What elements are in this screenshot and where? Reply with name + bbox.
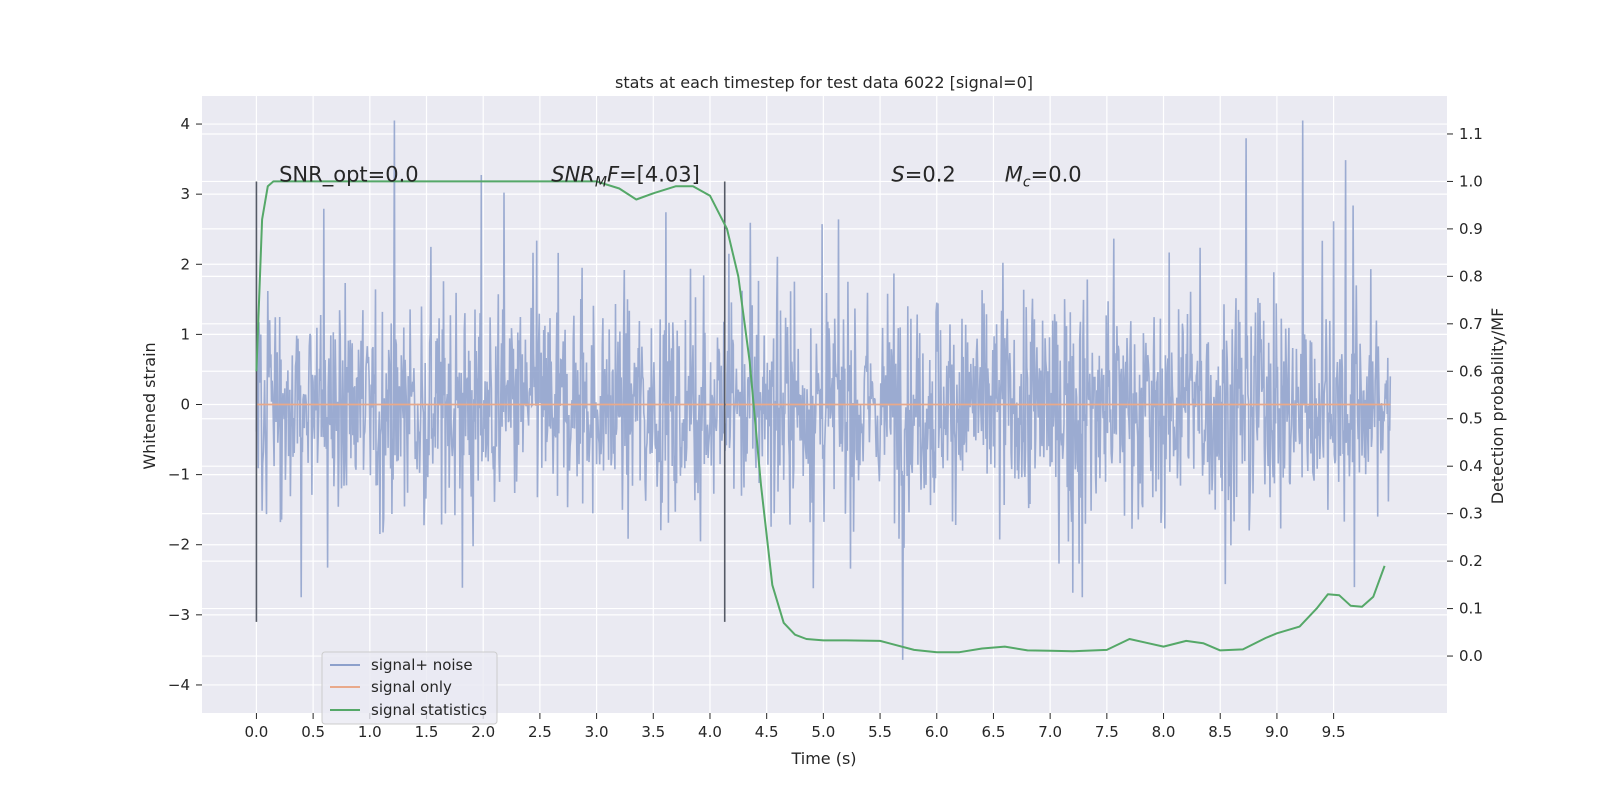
legend-label-signal-statistics: signal statistics [371, 701, 487, 719]
y-right-ticks: 0.0 0.1 0.2 0.3 0.4 0.5 0.6 0.7 0.8 0.9 1.0 1.1 [1447, 125, 1483, 665]
y-right-tick-label: 0.4 [1459, 457, 1483, 475]
y-tick-label: −3 [168, 606, 190, 624]
legend-label-signal-noise: signal+ noise [371, 656, 473, 674]
annotation-snr_opt: SNR_opt=0.0 [279, 163, 419, 188]
y-right-tick-label: 0.7 [1459, 315, 1483, 333]
y-right-tick-label: 0.5 [1459, 410, 1483, 428]
annotations: SNR_opt=0.0 SNRMF=[4.03] S=0.2 Mc=0.0 [279, 163, 1082, 191]
y-tick-label: 2 [180, 255, 190, 273]
noise-trace [255, 120, 1392, 660]
annotation-snr_mf: SNRMF=[4.03] [551, 163, 700, 191]
x-tick-label: 6.0 [925, 723, 949, 741]
y-right-tick-label: 0.2 [1459, 552, 1483, 570]
x-tick-label: 9.0 [1265, 723, 1289, 741]
y-axis-label: Whitened strain [140, 342, 159, 469]
legend: signal+ noise signal only signal statist… [321, 651, 498, 725]
y-tick-label: −2 [168, 536, 190, 554]
y-right-tick-label: 0.9 [1459, 220, 1483, 238]
y-right-tick-label: 1.1 [1459, 125, 1483, 143]
x-tick-label: 8.5 [1208, 723, 1232, 741]
x-tick-label: 2.5 [528, 723, 552, 741]
x-tick-label: 8.0 [1152, 723, 1176, 741]
y-tick-label: 3 [180, 185, 190, 203]
x-tick-label: 4.0 [698, 723, 722, 741]
annotation-mc: Mc=0.0 [1005, 163, 1082, 191]
x-tick-label: 7.5 [1095, 723, 1119, 741]
y-right-tick-label: 0.6 [1459, 362, 1483, 380]
x-tick-label: 7.0 [1038, 723, 1062, 741]
x-axis-label: Time (s) [790, 749, 856, 768]
y-right-tick-label: 0.0 [1459, 647, 1483, 665]
y-tick-label: 1 [180, 325, 190, 343]
y-tick-label: 4 [180, 115, 190, 133]
x-tick-label: 3.0 [585, 723, 609, 741]
y-right-tick-label: 1.0 [1459, 172, 1483, 190]
vertical-markers [255, 181, 726, 622]
series-signal-noise [255, 120, 1392, 660]
y-right-tick-label: 0.3 [1459, 505, 1483, 523]
y-tick-label: −4 [168, 676, 190, 694]
y-right-tick-label: 0.8 [1459, 267, 1483, 285]
legend-box [321, 651, 498, 725]
x-tick-label: 1.0 [358, 723, 382, 741]
y-ticks: −4 −3 −2 −1 0 1 2 3 4 [168, 115, 202, 694]
x-tick-label: 6.5 [982, 723, 1006, 741]
x-tick-label: 9.5 [1322, 723, 1346, 741]
x-ticks: 0.0 0.5 1.0 1.5 2.0 2.5 3.0 3.5 4.0 4.5 5.0 5.5 6.0 6… [244, 713, 1346, 741]
x-tick-label: 2.0 [471, 723, 495, 741]
series-signal-statistics [255, 180, 1386, 654]
y-tick-label: −1 [168, 466, 190, 484]
x-tick-label: 3.5 [641, 723, 665, 741]
x-tick-label: 5.5 [868, 723, 892, 741]
y-right-axis-label: Detection probability/MF [1488, 308, 1507, 505]
chart-title: stats at each timestep for test data 602… [615, 73, 1033, 92]
y-tick-label: 0 [180, 396, 190, 414]
signal-statistics-line [255, 180, 1386, 654]
y-right-tick-label: 0.1 [1459, 600, 1483, 618]
annotation-s: S=0.2 [891, 163, 955, 187]
legend-label-signal-only: signal only [371, 678, 452, 696]
x-tick-label: 0.0 [244, 723, 268, 741]
x-tick-label: 4.5 [755, 723, 779, 741]
x-tick-label: 0.5 [301, 723, 325, 741]
x-tick-label: 1.5 [415, 723, 439, 741]
x-tick-label: 5.0 [811, 723, 835, 741]
